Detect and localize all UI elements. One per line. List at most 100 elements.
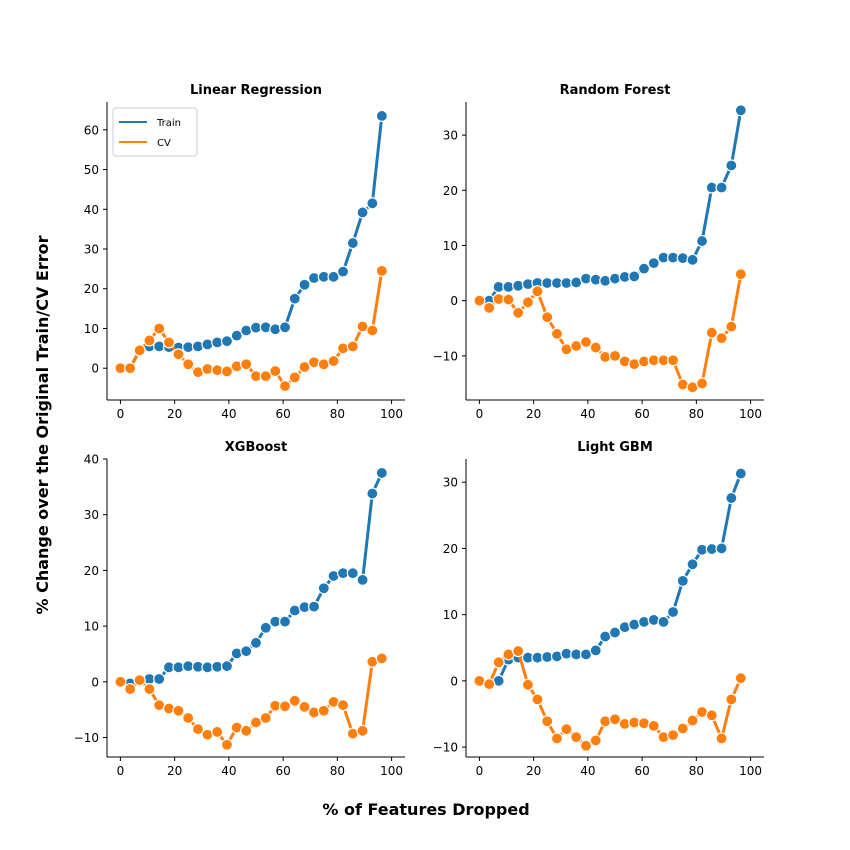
data-point-train: [686, 558, 699, 571]
data-point-train: [725, 491, 738, 505]
x-tick-label: 100: [380, 407, 403, 421]
data-point-train: [220, 335, 234, 348]
data-point-train: [375, 466, 388, 480]
y-tick-label: 20: [443, 542, 458, 556]
data-point-train: [599, 274, 612, 287]
data-point-train: [269, 323, 282, 336]
data-point-train: [715, 181, 728, 194]
data-point-train: [278, 321, 292, 334]
x-tick-label: 20: [526, 407, 541, 421]
data-point-cv: [269, 364, 282, 378]
data-point-cv: [647, 719, 660, 732]
data-point-train: [336, 265, 350, 278]
subplot-title: Random Forest: [560, 83, 671, 98]
data-point-train: [676, 252, 689, 265]
y-tick-label: 30: [443, 476, 458, 490]
data-point-cv: [240, 724, 253, 737]
data-point-train: [695, 234, 709, 248]
series-line-train: [479, 110, 743, 303]
subplot-3: XGBoost 0 20 40 60 80 100 −10 0 10 20 30 40: [74, 440, 405, 778]
data-point-cv: [336, 699, 350, 712]
data-point-cv: [124, 682, 137, 696]
data-point-cv: [705, 326, 718, 339]
x-tick-label: 0: [476, 407, 484, 421]
x-tick-label: 100: [739, 407, 762, 421]
data-point-cv: [182, 358, 195, 371]
legend-label-train: Train: [156, 118, 181, 129]
data-point-cv: [143, 334, 156, 347]
data-point-train: [366, 197, 379, 210]
data-point-train: [647, 257, 660, 270]
y-tick-label: 0: [91, 675, 99, 689]
data-point-train: [375, 109, 388, 123]
x-axis-label: % of Features Dropped: [322, 800, 529, 819]
x-tick-label: 60: [275, 764, 290, 778]
data-point-cv: [278, 379, 292, 393]
x-tick-label: 40: [221, 407, 236, 421]
y-tick-label: 40: [84, 453, 99, 467]
data-point-cv: [531, 285, 544, 298]
x-tick-label: 0: [117, 407, 125, 421]
data-point-cv: [278, 700, 292, 713]
data-point-train: [608, 272, 622, 285]
data-point-train: [666, 605, 680, 619]
data-point-train: [153, 672, 166, 686]
subplot-2: Random Forest 0 20 40 60 80 100 −10 0 10 20 30: [433, 83, 764, 421]
data-point-cv: [307, 356, 321, 369]
data-point-train: [608, 626, 622, 639]
subplot-title: Linear Regression: [190, 83, 322, 98]
x-tick-label: 60: [275, 407, 290, 421]
data-point-cv: [249, 716, 263, 729]
data-point-cv: [570, 731, 583, 744]
subplot-title: XGBoost: [225, 440, 287, 455]
data-point-train: [637, 262, 651, 275]
data-point-train: [298, 278, 311, 291]
data-point-cv: [336, 342, 350, 355]
x-tick-label: 40: [580, 764, 595, 778]
data-point-cv: [715, 732, 728, 745]
data-point-cv: [550, 732, 564, 745]
data-point-train: [307, 600, 321, 613]
x-tick-label: 40: [580, 407, 595, 421]
data-point-train: [201, 338, 214, 351]
data-point-train: [278, 615, 292, 628]
x-tick-label: 80: [330, 764, 345, 778]
data-point-cv: [153, 322, 166, 335]
y-tick-label: 60: [84, 123, 99, 137]
data-point-cv: [521, 296, 535, 309]
subplot-4: Light GBM 0 20 40 60 80 100 −10 0 10 20 30: [433, 440, 764, 778]
data-point-cv: [483, 678, 496, 691]
data-point-cv: [298, 360, 311, 374]
data-point-train: [676, 574, 689, 587]
data-point-cv: [483, 301, 496, 314]
data-point-train: [628, 270, 641, 283]
data-point-cv: [172, 704, 185, 717]
x-tick-label: 100: [739, 764, 762, 778]
data-point-train: [259, 621, 272, 634]
data-point-cv: [695, 377, 709, 390]
y-tick-label: −10: [433, 741, 458, 755]
data-point-train: [346, 236, 359, 250]
data-point-train: [657, 615, 670, 629]
y-tick-label: −10: [74, 731, 99, 745]
y-tick-label: 10: [84, 620, 99, 634]
data-point-cv: [521, 678, 535, 691]
subplots: Linear Regression 0 20 40 60 80 100 0 10 20 30 40 50…: [74, 83, 764, 778]
data-point-train: [686, 253, 699, 266]
data-point-cv: [492, 656, 505, 669]
data-point-cv: [666, 354, 680, 367]
data-point-cv: [512, 644, 525, 658]
data-point-cv: [143, 682, 156, 696]
data-point-train: [220, 660, 234, 673]
data-point-train: [356, 573, 369, 586]
data-point-train: [715, 542, 728, 555]
x-tick-label: 20: [526, 764, 541, 778]
data-point-cv: [133, 344, 146, 357]
data-point-cv: [734, 268, 747, 281]
y-tick-label: 50: [84, 163, 99, 177]
y-tick-label: 30: [84, 243, 99, 257]
data-point-cv: [220, 738, 234, 751]
y-tick-label: −10: [433, 349, 458, 363]
legend-box: [112, 107, 198, 157]
